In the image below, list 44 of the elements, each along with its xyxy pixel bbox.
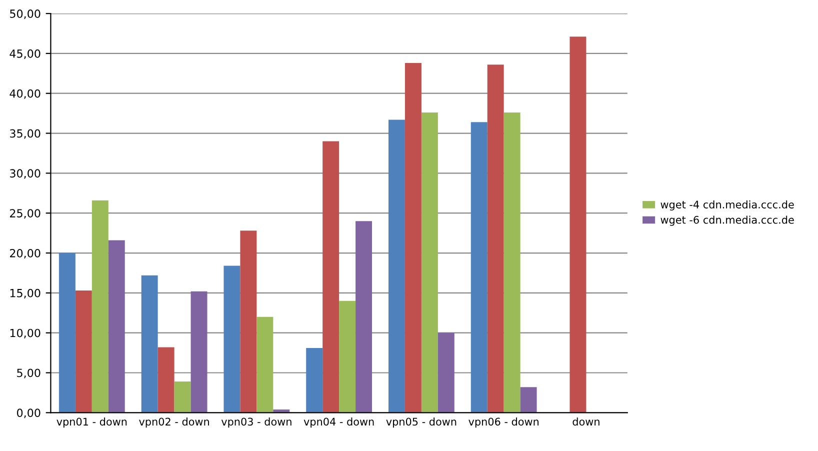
bar [339,300,356,413]
y-tick-label: 0,00 [16,408,40,418]
y-tick-label: 10,00 [10,328,40,338]
y-tick-label: 45,00 [10,49,40,59]
bar [356,221,372,413]
x-tick-label: vpn03 - down [221,418,292,428]
bar [108,240,125,413]
y-tick-label: 25,00 [10,209,40,219]
bar [190,291,208,413]
bar [158,347,174,413]
bar [388,120,405,413]
x-tick-label: vpn02 - down [139,418,209,428]
bar [256,316,274,413]
x-tick-label: vpn06 - down [468,418,539,428]
bar [141,275,158,413]
bar [487,64,504,413]
bar [224,266,240,413]
x-tick-label: vpn05 - down [386,418,456,428]
bar [92,200,108,413]
y-tick-label: 15,00 [10,288,40,298]
bar [322,141,340,413]
bar [58,253,76,413]
bar [520,387,537,413]
y-tick-label: 20,00 [10,248,40,259]
bar [504,112,520,413]
bar [75,290,92,413]
y-tick-label: 30,00 [10,169,40,179]
y-tick-label: 35,00 [10,129,40,139]
bar [404,63,422,413]
bar [174,382,191,413]
bar [306,348,323,413]
legend-label: wget -6 cdn.media.ccc.de [660,216,794,226]
y-tick-label: 50,00 [10,10,40,20]
x-tick-label: down [572,418,600,426]
x-tick-label: vpn01 - down [56,418,127,428]
x-tick-label: vpn04 - down [304,418,374,428]
bar [570,36,586,413]
legend-label: wget -4 cdn.media.ccc.de [660,200,794,210]
bar [438,332,454,413]
bar [240,230,257,413]
y-tick-label: 40,00 [10,89,40,99]
bar [470,122,488,413]
bar [421,112,438,413]
y-tick-label: 5,00 [17,368,40,378]
